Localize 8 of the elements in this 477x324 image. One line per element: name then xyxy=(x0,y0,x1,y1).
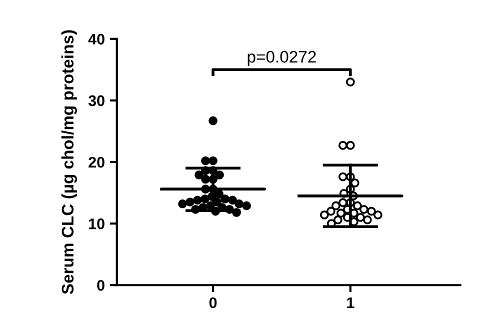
x-tick-label: 1 xyxy=(347,297,354,308)
y-axis-title: Serum CLC (µg chol/mg proteins) xyxy=(61,30,77,294)
y-tick-label: 0 xyxy=(97,280,104,291)
y-tick-label: 10 xyxy=(89,218,104,230)
y-tick-label: 20 xyxy=(88,156,104,168)
y-tick-label: 40 xyxy=(88,34,104,45)
y-tick-label: 30 xyxy=(88,95,104,106)
annotation: p=0.0272 xyxy=(248,50,316,66)
